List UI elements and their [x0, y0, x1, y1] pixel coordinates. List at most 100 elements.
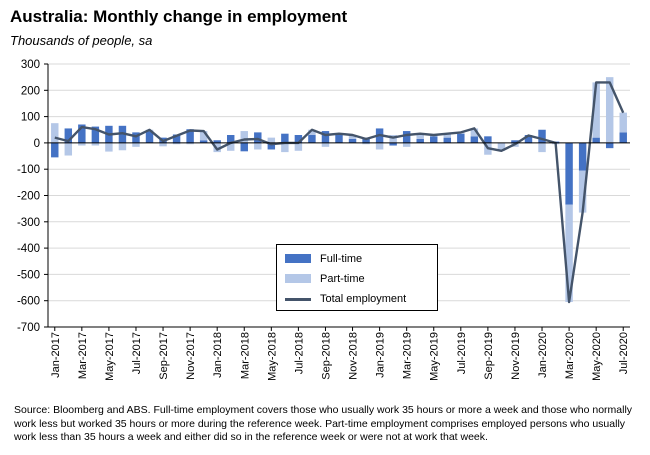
legend-label-total: Total employment	[320, 293, 407, 305]
bar-full-time	[484, 136, 492, 143]
bar-full-time	[281, 133, 289, 143]
bar-full-time	[308, 135, 316, 143]
x-tick-label: Jul-2018	[293, 332, 305, 374]
bar-part-time	[375, 142, 384, 150]
employment-chart: 300 200 100 0 -100 -200 -300 -400 -500 -600 -700 Ja…	[17, 59, 630, 381]
legend-swatch-total	[285, 298, 311, 301]
bar-part-time	[105, 142, 113, 152]
y-tick-label: -700	[17, 322, 40, 334]
bar-full-time	[335, 135, 343, 143]
legend-label-full-time: Full-time	[320, 253, 363, 265]
bar-part-time	[118, 142, 127, 151]
x-tick-label: Jan-2020	[537, 332, 549, 378]
bar-part-time	[416, 133, 424, 139]
bar-full-time	[619, 132, 627, 143]
bar-full-time	[145, 131, 154, 143]
bar-full-time	[172, 134, 181, 143]
bar-part-time	[497, 142, 506, 151]
x-tick-label: May-2017	[104, 332, 116, 381]
x-tick-label: Nov-2019	[510, 332, 522, 380]
bar-part-time	[226, 142, 235, 151]
x-tick-label: Jul-2017	[131, 332, 143, 374]
x-tick-label: Mar-2019	[402, 332, 414, 379]
bar-part-time	[362, 142, 370, 145]
bar-part-time	[51, 123, 59, 143]
bar-full-time	[511, 140, 519, 143]
bar-part-time	[267, 137, 276, 143]
x-tick-label: May-2020	[591, 332, 603, 381]
bar-full-time	[51, 142, 59, 158]
bar-full-time	[538, 129, 546, 143]
y-tick-label: -600	[17, 296, 40, 308]
y-tick-label: -500	[17, 269, 40, 281]
bar-full-time	[321, 131, 330, 143]
bar-full-time	[524, 135, 533, 143]
legend-label-part-time: Part-time	[320, 273, 365, 285]
y-tick-label: 200	[21, 85, 40, 97]
bar-part-time	[402, 142, 411, 147]
x-tick-label: May-2018	[266, 332, 278, 381]
bar-part-time	[592, 82, 600, 138]
bar-full-time	[430, 136, 438, 143]
chart-title: Australia: Monthly change in employment	[10, 7, 348, 26]
x-tick-label: Mar-2017	[77, 332, 89, 379]
bar-full-time	[226, 135, 235, 143]
bar-part-time	[254, 142, 262, 150]
bar-part-time	[308, 129, 316, 136]
bar-part-time	[470, 128, 479, 137]
bar-part-time	[619, 112, 627, 133]
bar-full-time	[199, 140, 208, 143]
bar-full-time	[240, 142, 248, 152]
bar-part-time	[159, 142, 167, 147]
bar-full-time	[578, 142, 587, 171]
y-tick-label: 0	[34, 138, 40, 150]
x-tick-label: Jan-2018	[212, 332, 224, 378]
y-tick-label: 100	[21, 112, 40, 124]
x-tick-label: Jul-2020	[618, 332, 630, 374]
source-note: Source: Bloomberg and ABS. Full-time emp…	[14, 404, 633, 443]
bar-part-time	[64, 142, 73, 156]
y-tick-label: -200	[17, 191, 40, 203]
bar-full-time	[186, 129, 194, 143]
y-tick-label: -300	[17, 217, 40, 229]
x-tick-label: Sep-2017	[158, 332, 170, 380]
x-tick-label: Mar-2018	[239, 332, 251, 379]
legend: Full-time Part-time Total employment	[276, 244, 438, 311]
x-tick-label: Jan-2019	[375, 332, 387, 378]
total-employment-line	[54, 81, 625, 304]
bar-part-time	[172, 142, 181, 145]
bar-part-time	[281, 142, 289, 153]
bar-full-time	[91, 126, 100, 143]
bar-part-time	[538, 142, 546, 153]
bar-part-time	[294, 142, 303, 151]
bar-full-time	[348, 138, 357, 143]
bar-full-time	[132, 132, 140, 143]
bar-full-time	[457, 133, 465, 143]
bar-full-time	[267, 142, 276, 150]
y-tick-label: -400	[17, 243, 40, 255]
bar-full-time	[389, 142, 397, 146]
bar-full-time	[592, 137, 600, 143]
bar-full-time	[78, 124, 86, 143]
x-tick-label: Nov-2018	[348, 332, 360, 380]
bar-part-time	[132, 142, 140, 147]
x-tick-label: Nov-2017	[185, 332, 197, 380]
bar-full-time	[254, 132, 262, 143]
bar-part-time	[91, 142, 100, 146]
bar-full-time	[64, 128, 73, 143]
bar-full-time	[416, 138, 424, 143]
axes: 300 200 100 0 -100 -200 -300 -400 -500 -600 -700 Ja…	[17, 59, 630, 381]
bar-part-time	[348, 135, 357, 139]
bar-full-time	[294, 135, 303, 143]
x-tick-label: Sep-2019	[483, 332, 495, 380]
bar-part-time	[389, 135, 397, 143]
x-tick-label: Mar-2020	[564, 332, 576, 379]
bar-full-time	[605, 142, 614, 149]
bar-part-time	[240, 131, 248, 143]
chart-subtitle: Thousands of people, sa	[10, 33, 153, 48]
bar-part-time	[578, 170, 587, 213]
bar-full-time	[213, 140, 221, 143]
y-tick-label: -100	[17, 164, 40, 176]
bar-full-time	[470, 136, 479, 143]
x-tick-label: Jan-2017	[50, 332, 62, 378]
